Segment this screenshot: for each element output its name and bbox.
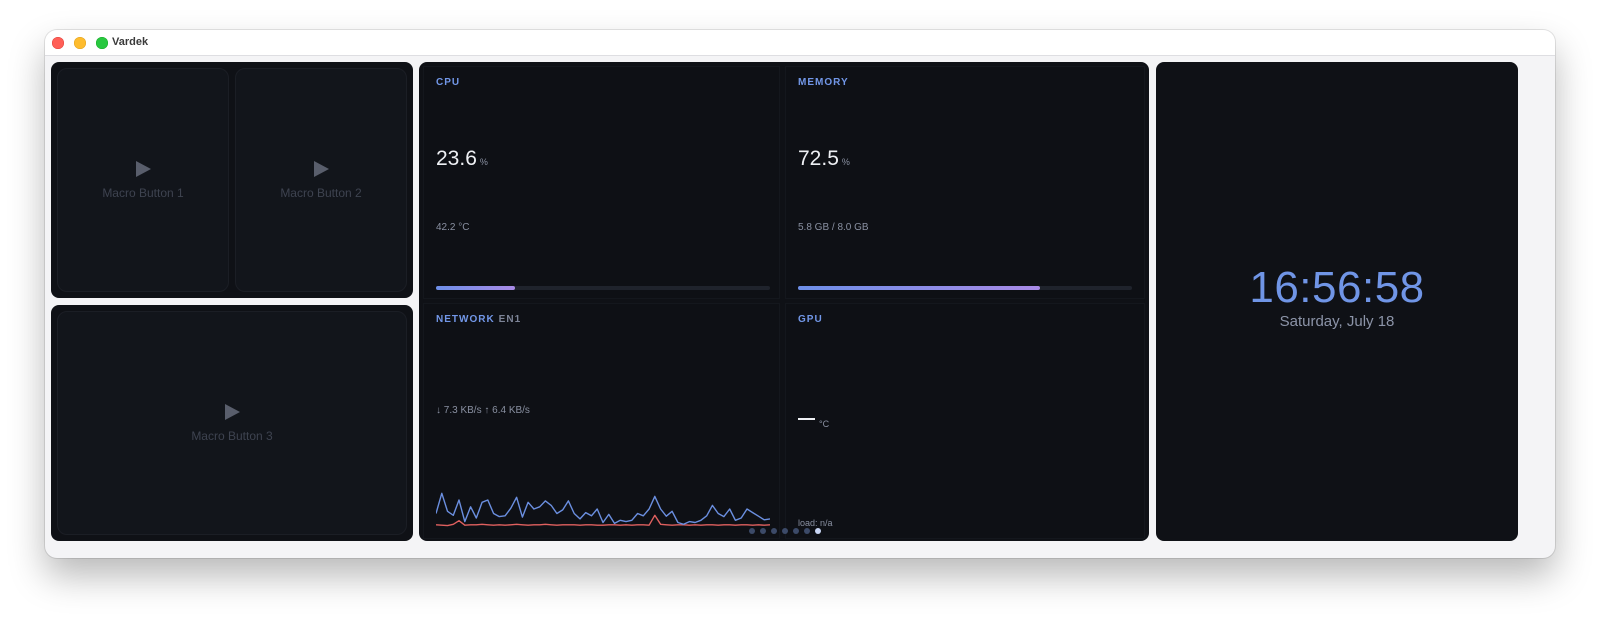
page-dot-4[interactable]: [782, 528, 788, 534]
memory-used-total: 5.8 GB / 8.0 GB: [798, 222, 869, 233]
gpu-load: load: n/a: [798, 518, 833, 528]
memory-title: MEMORY: [798, 77, 849, 88]
page-dot-5[interactable]: [793, 528, 799, 534]
macro-button-2[interactable]: Macro Button 2: [235, 68, 407, 292]
gpu-title: GPU: [798, 314, 823, 325]
window-title: Vardek: [112, 36, 149, 48]
play-icon: [224, 403, 240, 420]
clock-date: Saturday, July 18: [1279, 312, 1395, 330]
memory-tile: MEMORY 72.5% 5.8 GB / 8.0 GB: [785, 66, 1145, 299]
play-icon: [313, 160, 329, 177]
macro-button-label: Macro Button 3: [191, 428, 273, 443]
cpu-tile: CPU 23.6% 42.2 °C: [423, 66, 780, 299]
page-dot-2[interactable]: [760, 528, 766, 534]
memory-usage-value: 72.5%: [798, 147, 850, 170]
title-bar: Vardek: [45, 30, 1555, 56]
memory-usage-bar-fill: [798, 286, 1041, 290]
close-window-button[interactable]: [52, 37, 64, 49]
network-interface: EN1: [498, 314, 522, 325]
page-dot-1[interactable]: [749, 528, 755, 534]
macro-panel-bottom: Macro Button 3: [51, 305, 413, 541]
macro-button-label: Macro Button 1: [102, 185, 184, 200]
page-dot-6[interactable]: [804, 528, 810, 534]
cpu-usage-bar: [436, 286, 770, 290]
macro-button-1[interactable]: Macro Button 1: [57, 68, 229, 292]
gpu-tile: GPU °C load: n/a: [785, 303, 1145, 539]
network-tile: NETWORK EN1 ↓ 7.3 KB/s ↑ 6.4 KB/s: [423, 303, 780, 539]
system-stats-panel: CPU 23.6% 42.2 °C MEMORY 72.5% 5.8 GB / …: [419, 62, 1149, 541]
macro-panel-top: Macro Button 1 Macro Button 2: [51, 62, 413, 298]
memory-usage-bar: [798, 286, 1132, 290]
cpu-usage-value: 23.6%: [436, 147, 488, 170]
page-dot-3[interactable]: [771, 528, 777, 534]
clock-time: 16:56:58: [1249, 262, 1425, 312]
cpu-usage-bar-fill: [436, 286, 515, 290]
cpu-title: CPU: [436, 77, 461, 88]
maximize-window-button[interactable]: [96, 37, 108, 49]
gpu-temperature-placeholder: [798, 418, 815, 420]
network-sparkline: [436, 492, 770, 527]
macro-button-3[interactable]: Macro Button 3: [57, 311, 407, 535]
minimize-window-button[interactable]: [74, 37, 86, 49]
network-title: NETWORK EN1: [436, 314, 522, 325]
cpu-usage-unit: %: [479, 157, 488, 167]
upload-series-line: [436, 514, 770, 527]
macro-button-label: Macro Button 2: [280, 185, 362, 200]
gpu-temperature-unit: °C: [819, 419, 830, 429]
page-dot-7[interactable]: [815, 528, 821, 534]
app-window: Vardek Macro Button 1 Macro Button 2 Mac…: [45, 30, 1555, 558]
memory-usage-unit: %: [841, 157, 850, 167]
cpu-temperature: 42.2 °C: [436, 222, 470, 233]
network-rates: ↓ 7.3 KB/s ↑ 6.4 KB/s: [436, 405, 530, 416]
download-series-line: [436, 492, 770, 525]
clock-panel: 16:56:58 Saturday, July 18: [1156, 62, 1518, 541]
play-icon: [135, 160, 151, 177]
page-indicator: [749, 528, 821, 534]
